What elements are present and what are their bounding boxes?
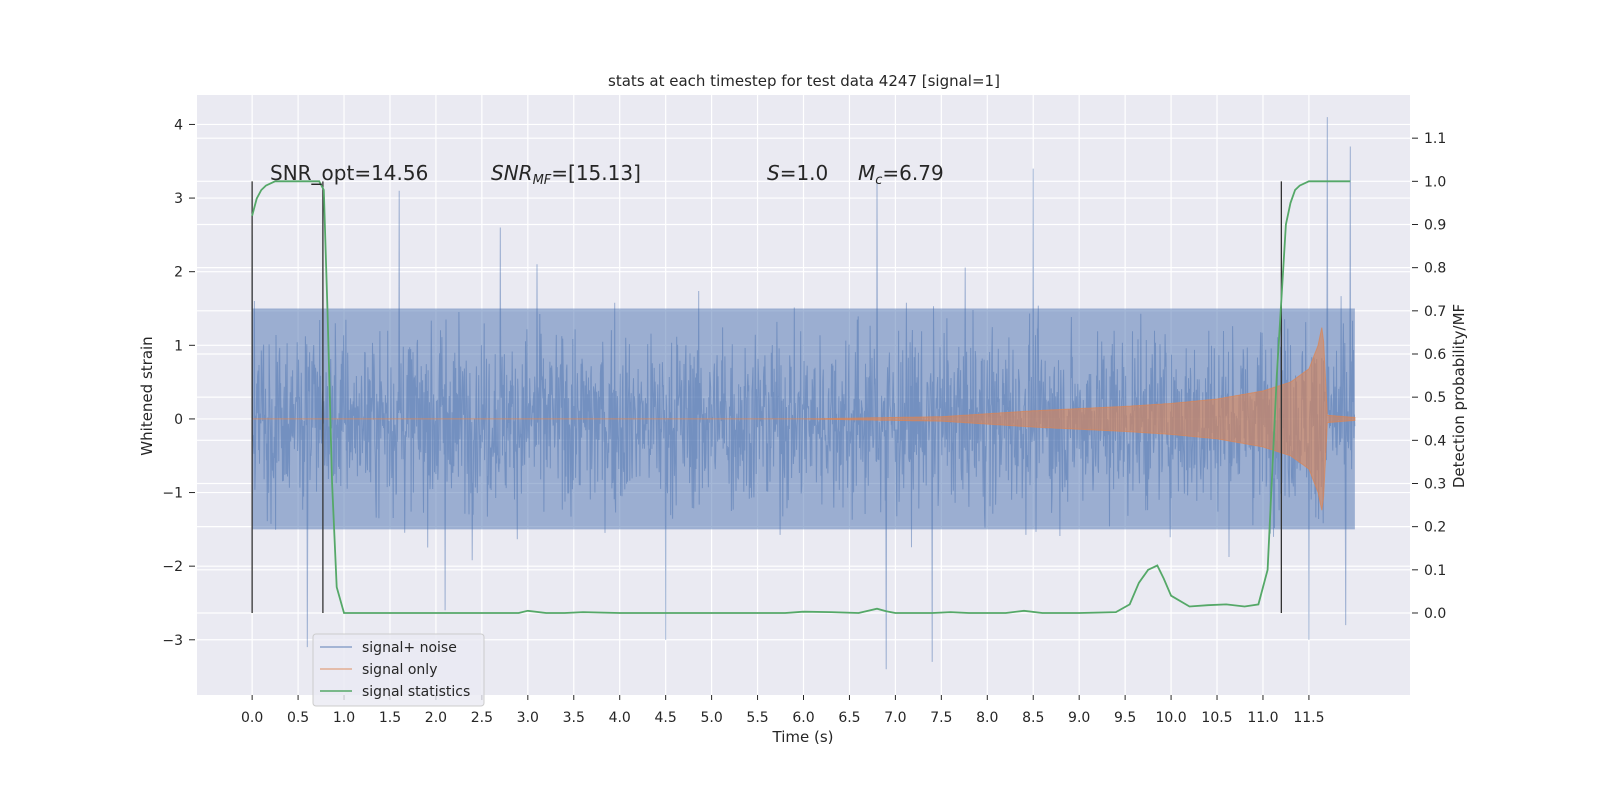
x-tick-label: 0.5: [287, 710, 309, 726]
y-right-tick-label: 0.0: [1424, 606, 1446, 622]
x-tick-label: 6.0: [792, 710, 814, 726]
x-tick-label: 10.0: [1155, 710, 1186, 726]
y-right-tick-label: 0.6: [1424, 347, 1446, 363]
annotation-s-value: =1.0: [780, 161, 829, 185]
x-axis-label: Time (s): [772, 728, 834, 746]
y-right-tick-label: 0.5: [1424, 390, 1446, 406]
annotation-snr-mf-main: SNR: [491, 161, 533, 185]
x-tick-label: 5.0: [700, 710, 722, 726]
annotation-s: S=1.0: [767, 161, 828, 185]
x-tick-label: 1.5: [379, 710, 401, 726]
annotation-snr-opt: SNR_opt=14.56: [270, 161, 428, 185]
x-tick-label: 1.0: [333, 710, 355, 726]
y-tick-label: −1: [162, 486, 183, 502]
legend-label-signal-only: signal only: [362, 662, 437, 678]
x-tick-label: 6.5: [838, 710, 860, 726]
annotations: SNR_opt=14.56 SNRMF=[15.13] S=1.0 Mc=6.7…: [270, 161, 944, 188]
x-tick-label: 11.5: [1293, 710, 1324, 726]
line-signal-statistics: [251, 180, 1351, 614]
x-tick-label: 9.0: [1068, 710, 1090, 726]
series-signal-statistics: [251, 180, 1351, 614]
x-tick-label: 0.0: [241, 710, 263, 726]
y-tick-label: 1: [174, 338, 183, 354]
legend-box: [312, 633, 485, 707]
annotation-mc: Mc=6.79: [858, 161, 944, 188]
y-tick-label: 0: [174, 412, 183, 428]
x-tick-label: 9.5: [1114, 710, 1136, 726]
legend: signal+ noise signal only signal statist…: [312, 633, 485, 707]
y-tick-label: −2: [162, 559, 183, 575]
y-right-tick-label: 1.1: [1424, 131, 1446, 147]
y-right-tick-label: 0.4: [1424, 433, 1446, 449]
y-tick-label: 4: [174, 117, 183, 133]
x-tick-label: 10.5: [1201, 710, 1232, 726]
x-tick-label: 5.5: [746, 710, 768, 726]
x-tick-label: 7.5: [930, 710, 952, 726]
annotation-mc-symbol: M: [858, 161, 875, 185]
y-axis-left: −3 −2 −1 0 1 2 3 4: [162, 117, 195, 649]
y-axis-right-label: Detection probability/MF: [1450, 304, 1468, 488]
y-right-tick-label: 0.7: [1424, 304, 1446, 320]
series-signal-only: [252, 327, 1356, 511]
y-right-tick-label: 0.8: [1424, 261, 1446, 277]
y-right-tick-label: 0.9: [1424, 217, 1446, 233]
annotation-mc-sub: c: [875, 173, 882, 188]
x-tick-label: 7.0: [884, 710, 906, 726]
y-right-tick-label: 0.1: [1424, 563, 1446, 579]
annotation-snr-mf: SNRMF=[15.13]: [491, 161, 641, 188]
annotation-snr-mf-sub: MF: [533, 173, 552, 188]
x-tick-label: 4.5: [655, 710, 677, 726]
x-tick-label: 8.5: [1022, 710, 1044, 726]
y-right-tick-label: 1.0: [1424, 174, 1446, 190]
annotation-mc-value: =6.79: [882, 161, 943, 185]
y-axis-right: 0.0 0.1 0.2 0.3 0.4 0.5 0.6 0.7 0.8 0.9 1.0 1.1: [1412, 131, 1446, 622]
legend-label-signal-plus-noise: signal+ noise: [362, 640, 457, 656]
y-tick-label: 2: [174, 265, 183, 281]
y-tick-label: 3: [174, 191, 183, 207]
x-axis: 0.0 0.5 1.0 1.5 2.0 2.5 3.0 3.5 4.0 4.5 5.0 5.5 6.0 6…: [241, 695, 1325, 726]
x-tick-label: 3.0: [517, 710, 539, 726]
annotation-snr-mf-value: =[15.13]: [551, 161, 641, 185]
y-tick-label: −3: [162, 633, 183, 649]
legend-label-signal-statistics: signal statistics: [362, 684, 470, 700]
y-right-tick-label: 0.3: [1424, 476, 1446, 492]
x-tick-label: 4.0: [609, 710, 631, 726]
chart-title: stats at each timestep for test data 424…: [608, 72, 1000, 90]
x-tick-label: 11.0: [1247, 710, 1278, 726]
x-tick-label: 8.0: [976, 710, 998, 726]
annotation-s-symbol: S: [767, 161, 780, 185]
x-tick-label: 2.0: [425, 710, 447, 726]
line-signal-only: [252, 327, 1356, 511]
event-markers: [251, 181, 1282, 613]
x-tick-label: 3.5: [563, 710, 585, 726]
x-tick-label: 2.5: [471, 710, 493, 726]
y-axis-label: Whitened strain: [138, 336, 156, 455]
y-right-tick-label: 0.2: [1424, 520, 1446, 536]
